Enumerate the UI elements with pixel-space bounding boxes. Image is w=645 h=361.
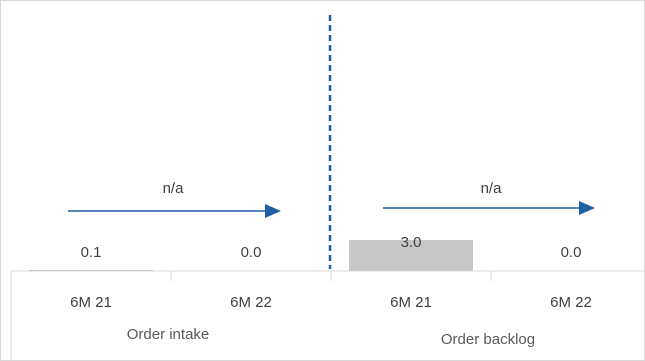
growth-arrow-order-intake-head <box>265 204 281 218</box>
growth-label-order-backlog: n/a <box>481 180 503 197</box>
x-tick-order-backlog-6m21: 6M 21 <box>390 294 432 311</box>
bar-order-intake-6m21 <box>29 269 153 271</box>
x-tick-order-intake-6m22: 6M 22 <box>230 294 272 311</box>
x-tick-order-backlog-6m22: 6M 22 <box>550 294 592 311</box>
group-label-order-backlog: Order backlog <box>441 331 535 348</box>
value-label-order-intake-6m21: 0.1 <box>81 244 102 261</box>
growth-label-order-intake: n/a <box>163 180 185 197</box>
group-label-order-intake: Order intake <box>127 326 210 343</box>
x-tick-order-intake-6m21: 6M 21 <box>70 294 112 311</box>
value-label-order-backlog-6m21: 3.0 <box>401 234 422 251</box>
bar-order-backlog-6m21 <box>349 240 473 271</box>
value-label-order-intake-6m22: 0.0 <box>241 244 262 261</box>
value-label-order-backlog-6m22: 0.0 <box>561 244 582 261</box>
growth-arrow-order-backlog-head <box>579 201 595 215</box>
